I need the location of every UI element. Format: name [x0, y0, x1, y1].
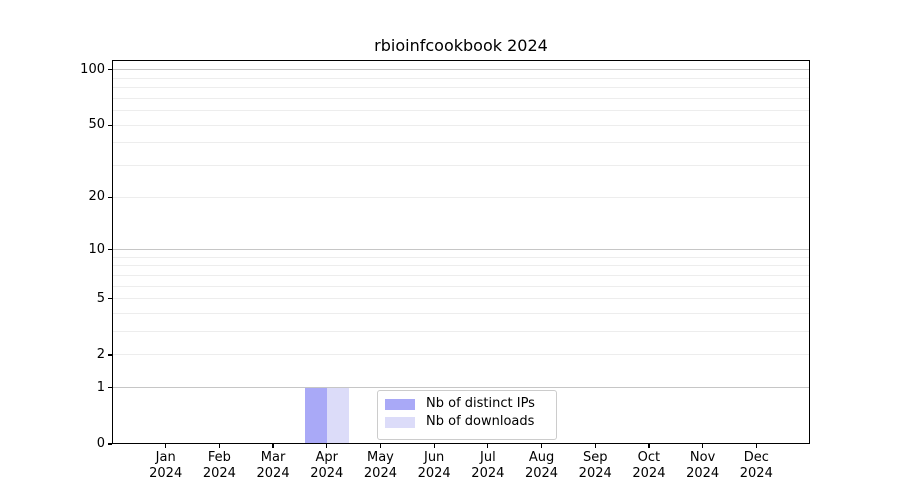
y-tick-label-2: 2 — [96, 346, 105, 362]
y-tick-5 — [108, 298, 112, 300]
x-tick-label-may: May 2024 — [348, 450, 412, 482]
bar-distinct-ips-apr — [304, 387, 327, 444]
gridline-minor-30 — [112, 165, 810, 167]
x-tick-month: May — [367, 450, 394, 465]
gridline-minor-40 — [112, 142, 810, 144]
gridline-minor-50 — [112, 124, 810, 126]
y-tick-50 — [108, 124, 112, 126]
x-tick-apr — [326, 444, 328, 448]
x-tick-year: 2024 — [256, 466, 290, 481]
x-tick-aug — [540, 444, 543, 448]
x-tick-year: 2024 — [686, 466, 720, 481]
y-tick-10 — [108, 248, 112, 251]
x-tick-year: 2024 — [310, 466, 344, 481]
legend-item-distinct-ips: Nb of distinct IPs — [385, 395, 549, 413]
gridline-minor-2 — [112, 354, 810, 356]
x-tick-oct — [648, 444, 650, 448]
x-tick-year: 2024 — [578, 466, 612, 481]
x-tick-month: Sep — [582, 450, 608, 465]
gridline-major-100 — [112, 69, 810, 71]
gridline-minor-70 — [112, 97, 810, 99]
x-tick-year: 2024 — [632, 466, 666, 481]
x-tick-label-feb: Feb 2024 — [187, 450, 251, 482]
y-tick-1 — [108, 387, 112, 389]
gridline-minor-80 — [112, 87, 810, 89]
x-tick-jun — [433, 444, 435, 448]
x-tick-year: 2024 — [363, 466, 397, 481]
x-tick-label-aug: Aug 2024 — [510, 450, 574, 482]
bar-downloads-apr — [326, 387, 349, 444]
x-tick-may — [379, 444, 382, 448]
y-tick-2 — [108, 354, 112, 356]
gridline-minor-3 — [112, 331, 810, 333]
legend-swatch-downloads — [385, 416, 415, 428]
x-tick-year: 2024 — [202, 466, 236, 481]
x-tick-month: Mar — [260, 450, 286, 465]
x-tick-label-dec: Dec 2024 — [724, 450, 788, 482]
x-tick-label-mar: Mar 2024 — [241, 450, 305, 482]
x-tick-year: 2024 — [149, 466, 183, 481]
gridline-minor-6 — [112, 285, 810, 287]
x-tick-year: 2024 — [417, 466, 451, 481]
y-tick-0 — [108, 443, 112, 445]
x-tick-label-sep: Sep 2024 — [563, 450, 627, 482]
x-tick-month: Aug — [528, 450, 555, 465]
x-tick-month: Nov — [689, 450, 716, 465]
gridline-minor-5 — [112, 298, 810, 300]
legend-label-downloads: Nb of downloads — [426, 414, 535, 429]
plot-area — [112, 60, 810, 444]
x-tick-dec — [755, 444, 757, 448]
gridline-minor-20 — [112, 196, 810, 198]
x-tick-label-apr: Apr 2024 — [295, 450, 359, 482]
x-tick-month: Jan — [155, 450, 176, 465]
legend-item-downloads: Nb of downloads — [385, 413, 549, 431]
x-tick-mar — [272, 444, 274, 448]
x-tick-nov — [701, 444, 704, 448]
y-tick-label-10: 10 — [88, 241, 105, 257]
x-tick-month: Oct — [637, 450, 661, 465]
y-tick-100 — [108, 69, 112, 71]
chart-title: rbioinfcookbook 2024 — [374, 36, 548, 55]
y-tick-label-20: 20 — [88, 189, 105, 205]
x-tick-label-jan: Jan 2024 — [134, 450, 198, 482]
gridline-minor-90 — [112, 77, 810, 79]
x-tick-month: Jun — [423, 450, 445, 465]
x-tick-label-jun: Jun 2024 — [402, 450, 466, 482]
x-tick-label-nov: Nov 2024 — [671, 450, 735, 482]
legend-swatch-distinct-ips — [385, 398, 415, 410]
x-tick-sep — [594, 444, 596, 448]
gridline-minor-7 — [112, 274, 810, 276]
gridline-minor-8 — [112, 265, 810, 267]
gridline-minor-9 — [112, 256, 810, 258]
gridline-major-1 — [112, 387, 810, 389]
x-tick-year: 2024 — [524, 466, 559, 481]
gridline-major-10 — [112, 249, 810, 251]
y-tick-label-1: 1 — [96, 379, 105, 395]
x-tick-label-oct: Oct 2024 — [617, 450, 681, 482]
x-tick-year: 2024 — [471, 466, 505, 481]
x-tick-year: 2024 — [739, 466, 773, 481]
x-tick-month: Dec — [743, 450, 769, 465]
y-tick-label-50: 50 — [88, 117, 105, 133]
y-tick-20 — [108, 196, 112, 198]
y-tick-label-0: 0 — [96, 436, 105, 451]
x-tick-month: Apr — [315, 450, 339, 465]
legend-label-distinct-ips: Nb of distinct IPs — [426, 396, 535, 411]
gridline-minor-60 — [112, 110, 810, 112]
x-tick-jan — [165, 444, 167, 448]
legend: Nb of distinct IPs Nb of downloads — [377, 390, 557, 440]
x-tick-feb — [218, 444, 221, 448]
x-tick-jul — [487, 444, 489, 448]
x-tick-label-jul: Jul 2024 — [456, 450, 520, 482]
x-tick-month: Feb — [207, 450, 231, 465]
x-tick-month: Jul — [480, 450, 496, 465]
gridline-minor-4 — [112, 313, 810, 314]
y-tick-label-5: 5 — [96, 290, 105, 306]
y-tick-label-100: 100 — [80, 61, 105, 77]
